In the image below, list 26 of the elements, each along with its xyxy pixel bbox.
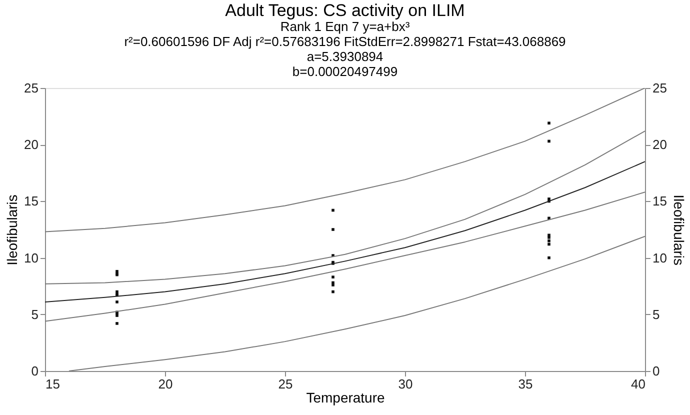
y-tick-label: 20 bbox=[24, 137, 38, 152]
y2-tick-label: 25 bbox=[652, 80, 667, 96]
y2-tick-label: 15 bbox=[652, 194, 667, 209]
x-tick-label: 40 bbox=[631, 376, 646, 392]
x-axis-title: Temperature bbox=[306, 390, 386, 406]
x-tick-label: 20 bbox=[158, 376, 173, 392]
y-tick-label: 10 bbox=[24, 250, 38, 266]
text: a=5.3930894 bbox=[306, 49, 384, 64]
y2-tick-label: 5 bbox=[652, 306, 660, 322]
y-tick-label: 25 bbox=[24, 80, 38, 96]
y-axis-title: Ileofibularis bbox=[4, 194, 20, 266]
text: Rank 1 Eqn 7 y=a+bx³ bbox=[280, 19, 410, 34]
text: r²=0.60601596 DF Adj r²=0.57683196 FitStdErr=2.8998271 Fstat=43.068869 bbox=[124, 34, 566, 49]
y-tick-label: 0 bbox=[31, 364, 38, 378]
y2-tick-label: 10 bbox=[652, 250, 667, 266]
x-tick-label: 35 bbox=[518, 376, 533, 392]
x-tick-label: 25 bbox=[278, 376, 293, 392]
x-tick-label: 30 bbox=[398, 376, 413, 392]
x-tick-label: 15 bbox=[46, 376, 60, 392]
y2-tick-label: 20 bbox=[652, 137, 667, 152]
y2-tick-label: 0 bbox=[652, 364, 660, 378]
text: b=0.00020497499 bbox=[292, 64, 398, 79]
y2-axis-title: Ileofibularis bbox=[670, 194, 687, 266]
chart-title: Adult Tegus: CS activity on ILIM bbox=[225, 1, 465, 20]
y-tick-label: 5 bbox=[31, 306, 38, 322]
y-tick-label: 15 bbox=[24, 194, 38, 209]
